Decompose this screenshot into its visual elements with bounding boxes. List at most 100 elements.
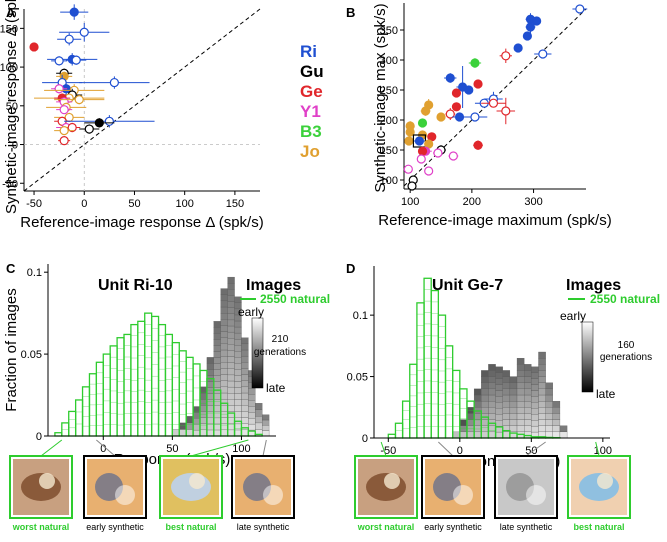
- chart-d-synthetic-bar: [495, 378, 503, 385]
- chart-a: -50 0 50 100 150 -50 0 50 100 150 Reference-image …: [0, 0, 264, 231]
- chart-c-synthetic-bar: [206, 423, 214, 431]
- chart-c-synthetic-bar: [241, 417, 249, 424]
- chart-d-synthetic-bar: [516, 400, 525, 408]
- chart-c-synthetic-bar: [220, 368, 228, 375]
- chart-d-synthetic-bar: [531, 366, 539, 373]
- chart-d-synthetic-bar: [524, 413, 532, 420]
- chart-b-point: [445, 109, 455, 119]
- chart-b-ylabel: Synthetic-image max (spk/s): [372, 3, 389, 192]
- chart-b-y-tick-label: 150: [380, 145, 398, 157]
- chart-d-thumb-connector: [438, 441, 454, 457]
- chart-d-synthetic-bar: [502, 419, 511, 426]
- chart-c-thumb-label: late synthetic: [237, 522, 290, 532]
- chart-d-colorbar-late: late: [596, 387, 616, 401]
- chart-c-synthetic-bar: [227, 301, 235, 308]
- chart-d-synthetic-bar: [516, 364, 525, 371]
- chart-a-x-tick-label: 150: [226, 198, 244, 210]
- chart-d-synthetic-bar: [495, 414, 503, 421]
- chart-c-synthetic-bar: [206, 363, 214, 370]
- chart-c-synthetic-bar: [220, 429, 228, 437]
- chart-b-point: [407, 181, 417, 191]
- chart-c-synthetic-bar: [220, 380, 228, 388]
- chart-c-synthetic-bar: [248, 388, 256, 395]
- chart-c-synthetic-bar: [213, 327, 221, 334]
- chart-c-synthetic-bar: [234, 393, 242, 400]
- chart-c-synthetic-bar: [213, 345, 221, 352]
- chart-d-synthetic-bar: [488, 407, 496, 414]
- chart-c-synthetic-bar: [227, 319, 235, 327]
- chart-d-thumb-connector: [380, 441, 387, 457]
- chart-c-synthetic-bar: [227, 380, 235, 388]
- chart-c-synthetic-bar: [227, 289, 235, 296]
- panel-label-c: C: [6, 261, 16, 276]
- chart-d-synthetic-bar: [538, 376, 546, 383]
- chart-b-point: [473, 79, 483, 89]
- chart-d-synthetic-bar: [559, 425, 568, 433]
- chart-b-point: [451, 102, 462, 112]
- chart-d-synthetic-bar: [516, 376, 525, 383]
- chart-c-ylabel: Fraction of images: [3, 288, 20, 411]
- chart-d-synthetic-bar: [466, 431, 475, 439]
- chart-c-synthetic-bar: [192, 412, 201, 419]
- chart-d-synthetic-bar: [516, 357, 525, 365]
- chart-c-synthetic-bar: [241, 368, 249, 375]
- chart-d-thumb-image-highlight: [384, 473, 400, 489]
- chart-d-synthetic-bar: [473, 400, 482, 408]
- chart-d-thumb-connector: [525, 441, 546, 457]
- chart-b-y-tick-label: 100: [380, 175, 398, 187]
- chart-c-synthetic-bar: [213, 405, 221, 413]
- chart-d-natural-bar: [409, 363, 418, 439]
- chart-d-synthetic-bar: [502, 400, 511, 408]
- chart-d-synthetic-bar: [538, 413, 546, 420]
- chart-d-thumb-image: [425, 459, 481, 515]
- chart-c-synthetic-bar: [227, 325, 235, 333]
- chart-c-synthetic-bar: [241, 349, 249, 357]
- chart-c-synthetic-bar: [220, 343, 228, 351]
- chart-c-synthetic-bar: [234, 399, 242, 406]
- chart-d-synthetic-bar: [481, 400, 489, 408]
- chart-b-y-tick-label: 300: [380, 55, 398, 67]
- chart-c-synthetic-bar: [199, 405, 208, 412]
- chart-c-synthetic-bar: [241, 337, 249, 345]
- chart-c-synthetic-bar: [234, 423, 242, 431]
- chart-d-thumb-image: [358, 459, 414, 515]
- chart-a-x-tick-label: 100: [176, 198, 194, 210]
- chart-d-synthetic-bar: [531, 372, 539, 379]
- chart-c-thumb-label: worst natural: [12, 522, 70, 532]
- chart-c-synthetic-bar: [234, 351, 242, 358]
- chart-c-synthetic-bar: [220, 319, 228, 326]
- chart-c-synthetic-bar: [227, 313, 235, 321]
- chart-c-synthetic-bar: [248, 406, 256, 413]
- chart-d-synthetic-bar: [524, 370, 532, 377]
- chart-d-synthetic-bar: [524, 400, 532, 408]
- chart-d-y-tick-label: 0.05: [347, 372, 368, 384]
- chart-c-x-tick-label: 50: [166, 443, 178, 455]
- chart-c-synthetic-bar: [227, 283, 235, 290]
- chart-b-point: [436, 112, 446, 122]
- chart-d-thumb-label: late synthetic: [500, 522, 553, 532]
- chart-d-synthetic-bar: [524, 407, 532, 414]
- chart-c-synthetic-bar: [227, 344, 235, 351]
- chart-b-point: [424, 166, 434, 176]
- monkey-legend: Ri Gu Ge Y1 B3 Jo: [300, 42, 324, 161]
- chart-c-synthetic-bar: [234, 411, 242, 418]
- chart-c-synthetic-bar: [227, 350, 235, 357]
- chart-c-y-tick-label: 0.05: [21, 349, 42, 361]
- chart-c-synthetic-bar: [206, 411, 214, 419]
- chart-d-thumb-image: [571, 459, 627, 515]
- chart-c-y-tick-label: 0: [36, 431, 42, 443]
- chart-d-synthetic-bar: [502, 376, 511, 383]
- chart-b-point: [451, 88, 462, 98]
- chart-b-point: [575, 4, 585, 14]
- chart-d-synthetic-bar: [481, 382, 489, 390]
- chart-d-thumb-image: [498, 459, 554, 515]
- chart-b-point: [417, 146, 428, 156]
- chart-d-synthetic-bar: [481, 376, 489, 383]
- chart-d-synthetic-bar: [488, 388, 496, 396]
- chart-d-synthetic-bar: [516, 394, 525, 402]
- chart-c-synthetic-bar: [220, 386, 228, 394]
- chart-d-synthetic-bar: [552, 413, 561, 420]
- chart-d-natural-bar: [430, 289, 440, 439]
- chart-c-synthetic-bar: [234, 320, 242, 328]
